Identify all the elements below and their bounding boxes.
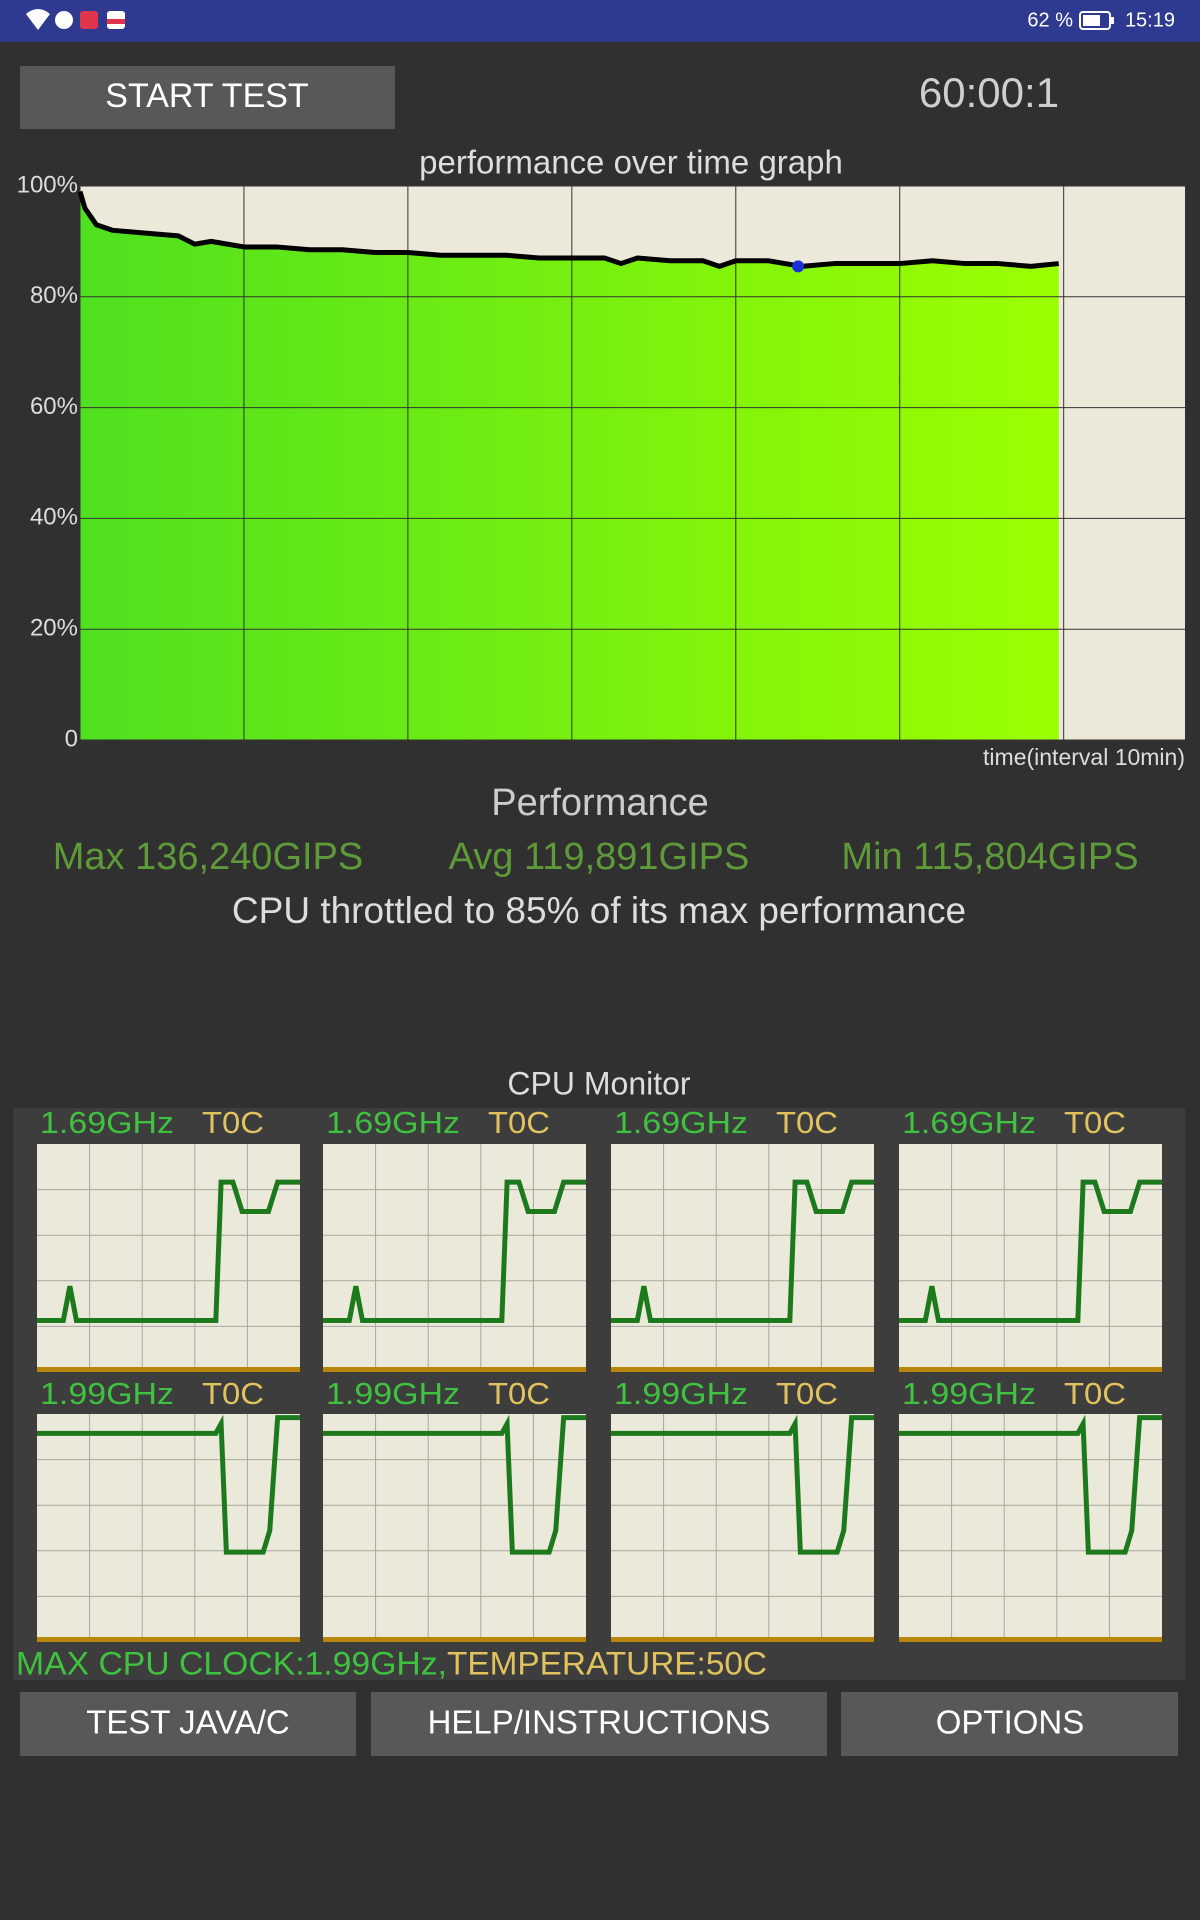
battery-level: 62 % (1027, 9, 1073, 31)
core-frequency-line (37, 1414, 300, 1555)
core-baseline (611, 1367, 874, 1372)
core-clock: 1.99GHz (902, 1376, 1036, 1411)
status-bar (0, 0, 1200, 42)
battery-icon (1079, 11, 1111, 30)
core-clock: 1.69GHz (902, 1105, 1036, 1140)
help-label[interactable]: HELP/INSTRUCTIONS (428, 1704, 771, 1741)
core-graph-background (899, 1414, 1162, 1642)
status-icons (26, 9, 125, 30)
core-temp: T0C (1064, 1105, 1126, 1140)
core-clock: 1.99GHz (40, 1376, 174, 1411)
app-icon (107, 19, 125, 24)
clock: 15:19 (1125, 9, 1175, 31)
core-graph-background (323, 1144, 586, 1372)
core-temp: T0C (776, 1376, 838, 1411)
core-graph-background (611, 1144, 874, 1372)
start-button[interactable] (20, 66, 395, 129)
cpu-cores: 1.69GHz T0C 1.69GHz T0C 1.69GHz T0C 1.69GHz T0C… (37, 1105, 1162, 1642)
core-baseline (611, 1637, 874, 1642)
core-baseline (323, 1367, 586, 1372)
core-clock: 1.99GHz (614, 1376, 748, 1411)
core-baseline (899, 1637, 1162, 1642)
temperature: TEMPERATURE:50C (447, 1645, 767, 1681)
max-performance: Max 136,240GIPS (53, 836, 364, 878)
y-tick-label: 80% (30, 282, 78, 309)
cpu-monitor-title: CPU Monitor (507, 1065, 691, 1101)
core-graph-background (899, 1144, 1162, 1372)
y-tick-label: 60% (30, 393, 78, 420)
core-temp: T0C (1064, 1376, 1126, 1411)
core-graph-background (37, 1144, 300, 1372)
x-axis-label: time(interval 10min) (983, 744, 1185, 770)
test-java-button[interactable] (20, 1692, 356, 1756)
core-frequency-line (323, 1179, 586, 1323)
min-performance: Min 115,804GIPS (841, 836, 1138, 878)
core-frequency-line (37, 1179, 300, 1323)
core-baseline (323, 1637, 586, 1642)
performance-area (80, 191, 1059, 741)
app-icon (55, 11, 73, 29)
core-baseline (37, 1367, 300, 1372)
wifi-icon (26, 9, 50, 30)
start-button-label[interactable]: START TEST (105, 77, 308, 115)
timer: 60:00:1 (919, 69, 1059, 116)
core-clock: 1.69GHz (614, 1105, 748, 1140)
battery-tip (1111, 17, 1114, 24)
core-temp: T0C (776, 1105, 838, 1140)
app-icon (80, 11, 98, 29)
core-frequency-line (899, 1179, 1162, 1323)
options-label[interactable]: OPTIONS (936, 1704, 1085, 1741)
core-baseline (37, 1637, 300, 1642)
throttle-note: CPU throttled to 85% of its max performa… (232, 890, 966, 931)
core-clock: 1.69GHz (40, 1105, 174, 1140)
y-tick-label: 40% (30, 504, 78, 531)
help-button[interactable] (371, 1692, 827, 1756)
options-button[interactable] (841, 1692, 1178, 1756)
core-frequency-line (899, 1414, 1162, 1555)
test-java-label[interactable]: TEST JAVA/C (86, 1704, 290, 1741)
core-temp: T0C (488, 1105, 550, 1140)
core-clock: 1.69GHz (326, 1105, 460, 1140)
core-frequency-line (611, 1179, 874, 1323)
core-clock: 1.99GHz (326, 1376, 460, 1411)
min-marker (792, 260, 805, 273)
performance-title: Performance (491, 782, 709, 824)
core-temp: T0C (488, 1376, 550, 1411)
core-temp: T0C (202, 1376, 264, 1411)
battery-fill (1083, 15, 1100, 26)
core-temp: T0C (202, 1105, 264, 1140)
core-graph-background (323, 1414, 586, 1642)
max-cpu-clock: MAX CPU CLOCK:1.99GHz, (16, 1645, 447, 1681)
avg-performance: Avg 119,891GIPS (449, 836, 750, 878)
core-frequency-line (611, 1414, 874, 1555)
performance-line (77, 190, 1060, 269)
y-tick-label: 20% (30, 615, 78, 642)
performance-graph: 0 20% 40% 60% 80% 100% (17, 171, 1185, 752)
core-graph-background (37, 1414, 300, 1642)
core-baseline (899, 1367, 1162, 1372)
core-graph-background (611, 1414, 874, 1642)
y-tick-label: 100% (17, 171, 78, 198)
y-tick-label: 0 (65, 725, 78, 752)
graph-title: performance over time graph (419, 144, 843, 181)
core-frequency-line (323, 1414, 586, 1555)
